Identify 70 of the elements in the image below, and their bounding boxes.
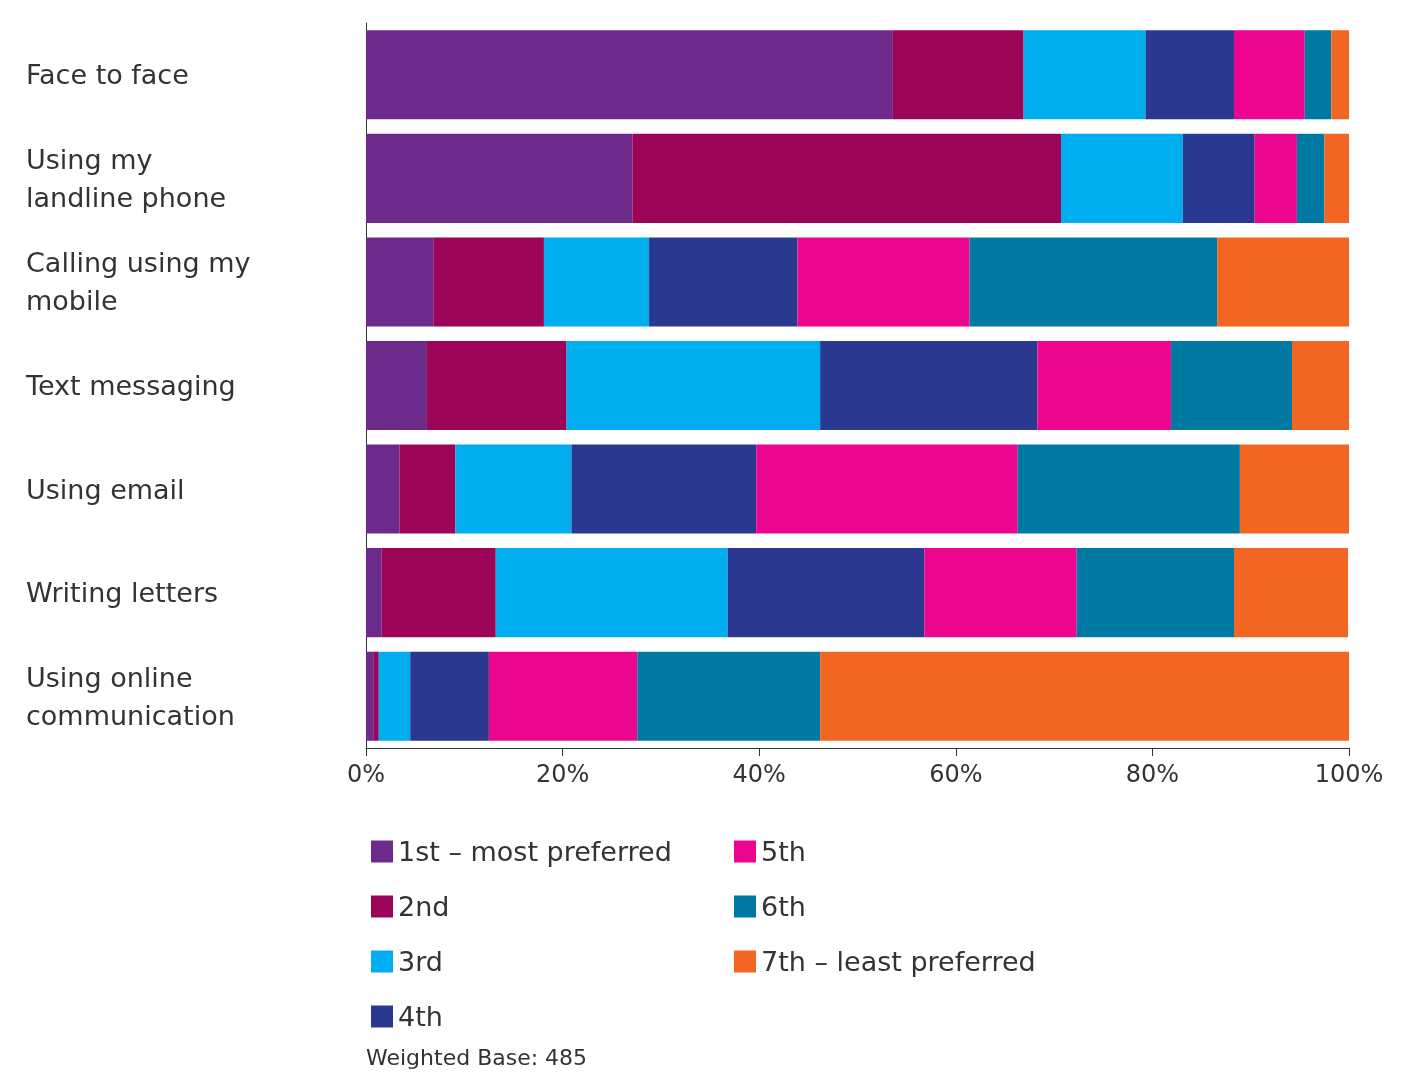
bar <box>1023 30 1146 120</box>
bar <box>566 340 821 431</box>
legend-label: 6th <box>761 891 806 922</box>
bar <box>399 444 456 534</box>
bar <box>1233 548 1349 638</box>
bar <box>366 548 382 638</box>
bar <box>1291 340 1349 431</box>
bar <box>495 548 728 638</box>
legend-label: 5th <box>761 836 806 867</box>
bar <box>488 651 638 741</box>
bar <box>1331 30 1349 120</box>
bar <box>1060 133 1183 223</box>
bar <box>455 444 572 534</box>
bar <box>366 340 427 431</box>
legend-label: 3rd <box>398 946 443 977</box>
bar <box>366 237 434 327</box>
y-tick-label: Using email <box>26 473 185 505</box>
bar <box>1254 133 1297 223</box>
x-tick-label: 40% <box>732 760 786 788</box>
bar <box>1217 237 1349 327</box>
bar <box>426 340 567 431</box>
y-tick-label: Using online communication <box>26 661 235 731</box>
bar <box>1017 444 1240 534</box>
bar <box>727 548 925 638</box>
legend-label: 7th – least preferred <box>761 946 1036 977</box>
bar <box>366 444 400 534</box>
bar <box>1233 30 1305 120</box>
bar <box>1304 30 1332 120</box>
bar <box>378 651 411 741</box>
bar <box>373 651 379 741</box>
bar <box>1171 340 1292 431</box>
y-tick-label: Text messaging <box>25 370 236 401</box>
bar <box>1182 133 1255 223</box>
bar <box>366 651 374 741</box>
text: Weighted Base: 485 <box>366 1044 588 1070</box>
bar <box>366 30 893 120</box>
bar <box>543 237 650 327</box>
bar <box>892 30 1024 120</box>
x-tick-label: 60% <box>929 760 983 788</box>
bar <box>756 444 1018 534</box>
bar <box>632 133 1061 223</box>
bar <box>1145 30 1234 120</box>
x-tick-label: 80% <box>1125 760 1180 788</box>
bar <box>1076 548 1234 638</box>
bar <box>1037 340 1172 431</box>
bar <box>969 237 1218 327</box>
bar <box>1239 444 1349 534</box>
bar <box>1296 133 1325 223</box>
y-tick-label: Calling using my mobile <box>26 247 260 317</box>
bar <box>649 237 798 327</box>
bar <box>410 651 489 741</box>
x-tick-label: 0% <box>346 760 386 788</box>
bar <box>381 548 496 638</box>
bar <box>1324 133 1349 223</box>
bar <box>820 651 1349 741</box>
bar <box>637 651 821 741</box>
legend-label: 2nd <box>398 891 450 922</box>
x-tick-label: 100% <box>1314 760 1384 788</box>
x-tick-label: 20% <box>535 760 590 788</box>
legend-label: 4th <box>398 1001 443 1032</box>
bar <box>820 340 1038 431</box>
y-tick-label: Face to face <box>26 59 189 91</box>
bar <box>924 548 1077 638</box>
bar <box>797 237 970 327</box>
y-tick-label: Using my landline phone <box>26 143 227 213</box>
legend-label: 1st – most preferred <box>398 836 672 867</box>
bar <box>433 237 544 327</box>
bar <box>366 133 633 223</box>
y-tick-label: Writing letters <box>26 577 219 609</box>
bar <box>571 444 757 534</box>
